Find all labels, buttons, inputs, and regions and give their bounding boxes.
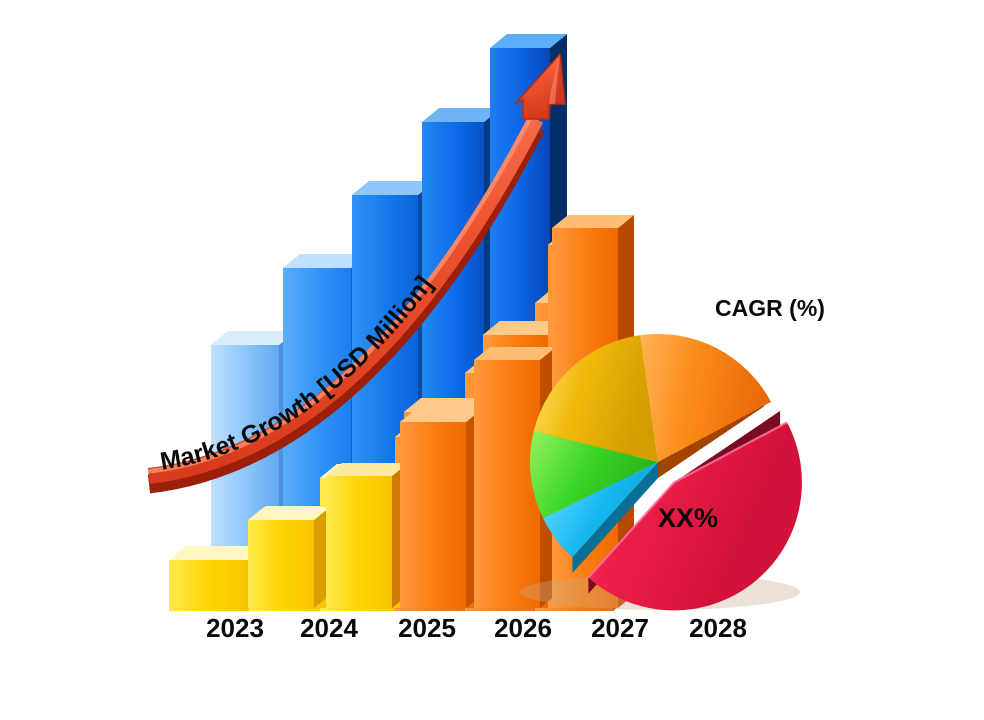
svg-text:2027: 2027 (591, 613, 649, 643)
svg-text:2026: 2026 (494, 613, 552, 643)
svg-text:CAGR (%): CAGR (%) (715, 295, 825, 321)
svg-text:XX%: XX% (658, 503, 718, 533)
svg-text:2025: 2025 (398, 613, 456, 643)
svg-text:2028: 2028 (689, 613, 747, 643)
svg-text:2023: 2023 (206, 613, 264, 643)
svg-text:2024: 2024 (300, 613, 358, 643)
